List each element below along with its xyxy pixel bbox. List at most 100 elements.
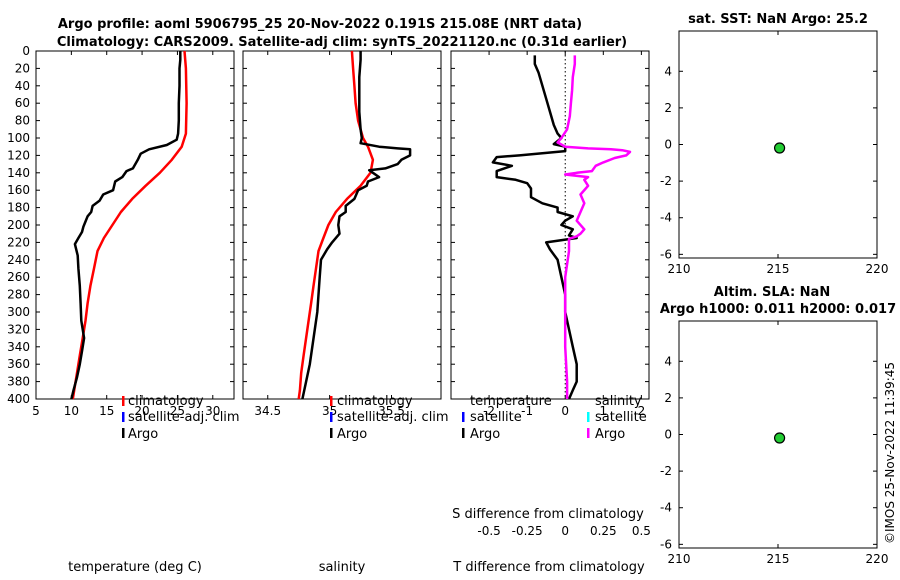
salinity-panel: 34.5 35 35.5 salinity climatology satellit… <box>242 50 449 575</box>
sla-title-2: Argo h1000: 0.011 h2000: 0.017 <box>660 302 896 317</box>
legend-label-satellite-adj: satellite-adj. clim <box>337 410 449 425</box>
salinity-xlabel: salinity <box>319 560 366 575</box>
salinity-legend: climatology satellite-adj. clim Argo <box>330 394 449 442</box>
y-tick-label: 240 <box>7 253 30 267</box>
y-tick-label: 260 <box>7 270 30 284</box>
difference-legend: temperature satellite Argo salinity sate… <box>462 394 647 442</box>
y-tick-label: 4 <box>664 64 672 78</box>
y-tick-label: 180 <box>7 201 30 215</box>
y-tick-label: 400 <box>7 392 30 406</box>
legend-label-climatology: climatology <box>337 394 413 409</box>
argo-point-marker <box>773 142 786 154</box>
difference-axes-box <box>450 50 650 400</box>
y-tick-label: 2 <box>664 101 672 115</box>
legend-swatch-satellite-sal <box>587 412 590 422</box>
top-tick-label: -0.5 <box>477 524 500 538</box>
y-tick-label: -2 <box>660 464 672 478</box>
y-tick-label: 0 <box>22 44 30 58</box>
temperature-ticks: 0 20 40 60 80 100 120 140 160 180 200 220 240 260 280 3… <box>7 44 234 418</box>
difference-top-label: S difference from climatology <box>452 507 644 522</box>
x-tick-label: 35.5 <box>378 404 405 418</box>
legend-label-argo: Argo <box>337 427 367 442</box>
series-argo-salinity-line <box>556 55 632 399</box>
x-tick-label: 35 <box>322 404 337 418</box>
title-line-1: Argo profile: aoml 5906795_25 20-Nov-202… <box>58 17 582 32</box>
y-tick-label: 360 <box>7 357 30 371</box>
legend-label-satellite-sal: satellite <box>595 410 647 425</box>
legend-header-salinity: salinity <box>595 394 642 409</box>
legend-swatch-argo-sal <box>587 428 590 438</box>
legend-swatch-satellite-adj <box>122 412 125 422</box>
x-tick-label: 5 <box>32 404 40 418</box>
y-tick-label: 200 <box>7 218 30 232</box>
legend-label-argo-temp: Argo <box>470 427 500 442</box>
temperature-axes-box <box>35 50 235 400</box>
y-tick-label: 40 <box>15 79 30 93</box>
x-tick-label: 15 <box>99 404 114 418</box>
salinity-axes-box <box>242 50 442 400</box>
top-tick-label: 0.25 <box>590 524 617 538</box>
y-tick-label: 60 <box>15 96 30 110</box>
y-tick-label: 300 <box>7 305 30 319</box>
legend-label-argo-sal: Argo <box>595 427 625 442</box>
y-tick-label: -6 <box>660 537 672 551</box>
top-tick-label: -0.25 <box>512 524 543 538</box>
x-tick-label: -1 <box>521 404 533 418</box>
y-tick-label: 120 <box>7 148 30 162</box>
x-tick-label: 2 <box>638 404 646 418</box>
x-tick-label: 20 <box>134 404 149 418</box>
salinity-lines <box>297 50 412 400</box>
legend-label-argo: Argo <box>128 427 158 442</box>
salinity-ticks: 34.5 35 35.5 <box>243 50 441 418</box>
y-tick-label: -2 <box>660 174 672 188</box>
series-argo-line <box>301 51 412 400</box>
timestamp: ©IMOS 25-Nov-2022 11:39:45 <box>883 362 897 544</box>
x-tick-label: 210 <box>668 262 691 276</box>
legend-swatch-satellite-temp <box>462 412 465 422</box>
difference-lines <box>491 55 632 400</box>
x-tick-label: 1 <box>599 404 607 418</box>
x-tick-label: 34.5 <box>254 404 281 418</box>
legend-label-satellite-adj: satellite-adj. clim <box>128 410 240 425</box>
legend-swatch-climatology <box>330 396 333 406</box>
x-tick-label: 30 <box>205 404 220 418</box>
legend-swatch-satellite-adj <box>330 412 333 422</box>
y-tick-label: -6 <box>660 247 672 261</box>
y-tick-label: 140 <box>7 166 30 180</box>
y-tick-label: 2 <box>664 391 672 405</box>
y-tick-label: 100 <box>7 131 30 145</box>
sst-title: sat. SST: NaN Argo: 25.2 <box>688 12 868 27</box>
temperature-legend: climatology satellite-adj. clim Argo <box>122 394 240 442</box>
temperature-lines <box>70 50 188 400</box>
legend-swatch-argo <box>330 428 333 438</box>
x-tick-label: 220 <box>866 262 889 276</box>
temperature-xlabel: temperature (deg C) <box>68 560 202 575</box>
series-argo-line <box>70 51 182 400</box>
legend-header-temperature: temperature <box>470 394 552 409</box>
difference-ticks: -2 -1 0 1 2 <box>451 50 649 418</box>
y-tick-label: 0 <box>664 138 672 152</box>
y-tick-label: 20 <box>15 61 30 75</box>
y-tick-label: 80 <box>15 114 30 128</box>
y-tick-label: 280 <box>7 288 30 302</box>
legend-swatch-argo-temp <box>462 428 465 438</box>
legend-label-climatology: climatology <box>128 394 204 409</box>
difference-xlabel: T difference from climatology <box>452 560 645 575</box>
x-tick-label: 0 <box>561 404 569 418</box>
series-climatology-line <box>71 50 188 400</box>
sla-title-1: Altim. SLA: NaN <box>714 285 830 300</box>
top-tick-label: 0.5 <box>632 524 651 538</box>
series-climatology-line <box>297 50 375 400</box>
difference-panel: -2 -1 0 1 2 T difference from climatology S … <box>450 50 651 575</box>
y-tick-label: 340 <box>7 340 30 354</box>
argo-point-marker <box>773 432 786 444</box>
y-tick-label: 0 <box>664 428 672 442</box>
x-tick-label: 215 <box>767 552 790 566</box>
y-tick-label: -4 <box>660 501 672 515</box>
y-tick-label: 380 <box>7 375 30 389</box>
y-tick-label: -4 <box>660 211 672 225</box>
